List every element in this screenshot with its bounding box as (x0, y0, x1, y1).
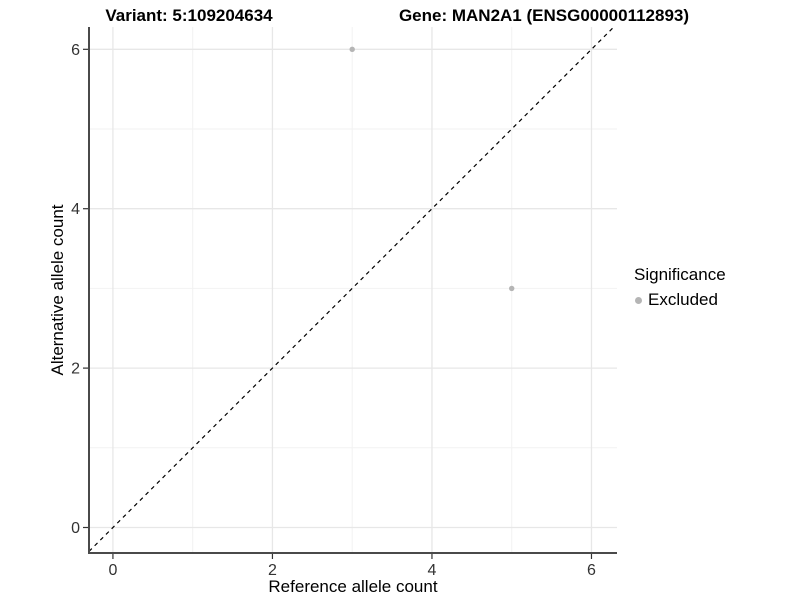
y-tick-label: 6 (71, 42, 80, 59)
tick-labels: 0 2 4 6 0 2 4 6 (71, 42, 596, 579)
grid-major (89, 27, 617, 553)
grid-minor (89, 27, 617, 553)
legend-title: Significance (634, 265, 726, 284)
x-tick-label: 4 (428, 562, 437, 579)
gene-title: Gene: MAN2A1 (ENSG00000112893) (398, 6, 690, 25)
data-point (509, 285, 515, 292)
variant-title: Variant: 5:109204634 (105, 6, 273, 25)
x-tick-label: 2 (268, 562, 277, 579)
y-axis-title: Alternative allele count (48, 204, 67, 376)
legend-point-swatch (635, 296, 642, 304)
data-point (349, 46, 355, 53)
x-axis-title: Reference allele count (268, 577, 438, 596)
x-tick-label: 0 (108, 562, 117, 579)
y-tick-label: 4 (71, 201, 80, 218)
y-tick-label: 0 (71, 520, 80, 537)
x-tick-label: 6 (587, 562, 596, 579)
tick-marks (83, 48, 593, 559)
legend-item-excluded: Excluded (635, 290, 726, 310)
y-tick-label: 2 (71, 361, 80, 378)
legend-item-label: Excluded (648, 290, 718, 309)
axis-lines (88, 27, 617, 554)
identity-line (88, 26, 615, 552)
points-layer (349, 46, 515, 292)
legend: Significance Excluded (634, 265, 726, 310)
